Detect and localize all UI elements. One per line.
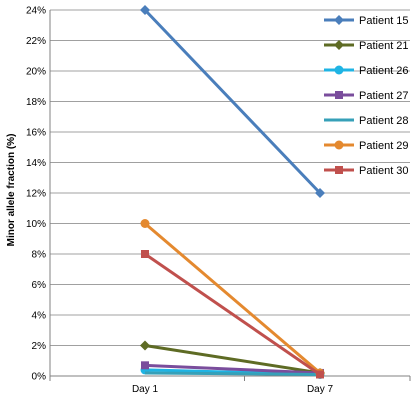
y-tick-label: 22% <box>26 36 46 47</box>
series-lines <box>140 5 325 379</box>
legend-marker <box>335 91 343 99</box>
legend-item: Patient 28 <box>324 115 409 127</box>
y-tick-label: 10% <box>26 219 46 230</box>
series-line <box>144 344 321 375</box>
legend-marker <box>334 65 344 75</box>
legend-item: Patient 27 <box>324 90 409 102</box>
legend-label: Patient 28 <box>359 115 409 127</box>
legend: Patient 15 Patient 21 Patient 26 Patient 27… <box>324 15 409 177</box>
y-tick-label: 8% <box>32 250 47 261</box>
legend-marker <box>334 15 344 25</box>
legend-item: Patient 21 <box>324 40 409 52</box>
x-tick-label: Day 7 <box>307 384 334 395</box>
series-patient-29 <box>140 219 325 378</box>
y-axis-label: Minor allele fraction (%) <box>6 134 17 247</box>
series-line <box>143 8 322 195</box>
y-tick-label: 18% <box>26 97 46 108</box>
legend-marker <box>334 40 344 50</box>
y-tick-label: 2% <box>32 341 47 352</box>
data-point <box>141 250 149 258</box>
series-line <box>144 371 321 376</box>
y-tick-label: 20% <box>26 67 46 78</box>
series-line <box>144 222 321 375</box>
legend-label: Patient 21 <box>359 40 409 52</box>
data-point <box>316 370 324 379</box>
y-tick-label: 24% <box>26 6 46 17</box>
series-patient-28 <box>144 371 321 376</box>
legend-label: Patient 15 <box>359 15 409 27</box>
y-tick-labels: 0% 2% 4% 6% 8% 10% 12% 14% 16% 18% 20% 22% 24% <box>26 6 46 383</box>
legend-item: Patient 15 <box>324 15 409 27</box>
series-patient-30 <box>141 250 324 379</box>
data-point <box>140 5 150 15</box>
legend-label: Patient 27 <box>359 90 409 102</box>
gridlines <box>49 9 411 381</box>
y-tick-label: 0% <box>32 372 47 383</box>
x-tick-labels: Day 1 Day 7 <box>132 384 334 395</box>
data-point <box>141 361 149 370</box>
y-tick-label: 4% <box>32 311 47 322</box>
data-point <box>315 188 325 198</box>
y-tick-label: 16% <box>26 128 46 139</box>
legend-item: Patient 29 <box>324 140 409 152</box>
legend-label: Patient 30 <box>359 165 409 177</box>
y-tick-label: 14% <box>26 158 46 169</box>
series-line <box>144 252 321 376</box>
legend-marker <box>334 140 344 150</box>
series-patient-15 <box>140 5 325 198</box>
x-tick-label: Day 1 <box>132 384 159 395</box>
legend-marker <box>335 166 343 174</box>
y-tick-label: 6% <box>32 280 47 291</box>
legend-label: Patient 26 <box>359 65 409 77</box>
data-point <box>140 340 150 351</box>
series-line <box>144 363 321 375</box>
legend-label: Patient 29 <box>359 140 409 152</box>
legend-item: Patient 26 <box>324 65 409 77</box>
y-tick-label: 12% <box>26 189 46 200</box>
data-point <box>140 219 150 228</box>
legend-item: Patient 30 <box>324 165 409 177</box>
